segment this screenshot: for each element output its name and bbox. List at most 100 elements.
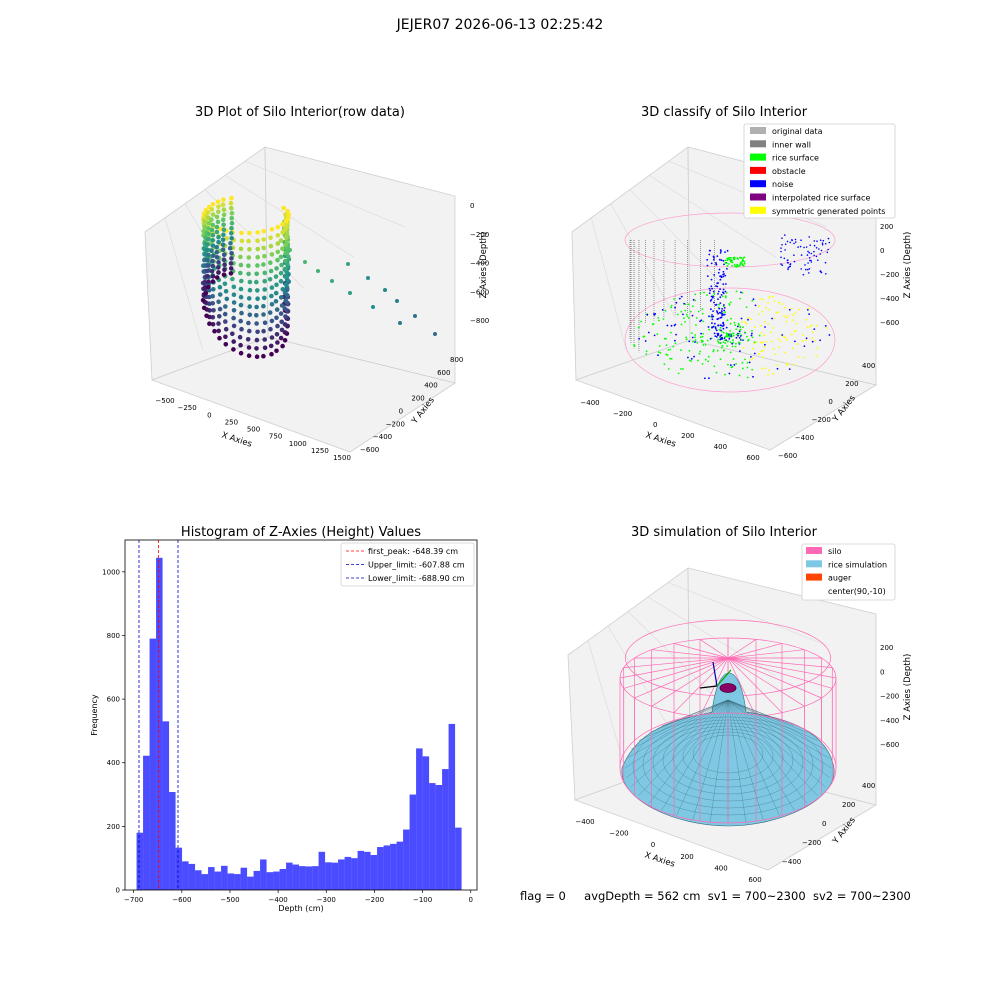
raw-data-point <box>255 254 260 260</box>
rice-surface-point <box>727 257 729 260</box>
classified-point <box>740 317 743 320</box>
noise-point <box>720 310 723 313</box>
noise-point <box>711 326 714 328</box>
raw-data-point <box>229 215 234 221</box>
raw-data-point <box>262 270 268 276</box>
classified-point <box>767 323 770 325</box>
classified-point <box>726 319 729 322</box>
classified-point <box>707 360 709 363</box>
raw-data-point <box>282 322 288 327</box>
classified-point <box>685 338 688 341</box>
raw-data-point <box>275 340 280 345</box>
rice-surface-point <box>741 263 744 266</box>
noise-point <box>722 322 725 325</box>
raw-data-point <box>268 235 273 240</box>
classified-point <box>786 362 789 365</box>
histogram-bar <box>442 769 449 890</box>
raw-data-point <box>239 230 244 236</box>
noise-point <box>724 251 726 254</box>
raw-data-point <box>209 207 215 212</box>
raw-data-point <box>275 233 281 238</box>
raw-data-point <box>283 258 288 264</box>
raw-data-point <box>255 296 260 302</box>
classified-point <box>811 337 814 340</box>
classified-point <box>760 324 762 327</box>
classified-point <box>783 315 786 318</box>
raw-data-point <box>247 312 253 318</box>
rice-surface-point <box>739 256 741 259</box>
raw-data-point <box>206 252 211 258</box>
rice-mesh-ring <box>662 725 794 795</box>
classified-point <box>725 339 727 342</box>
raw-z-tick: −800 <box>470 317 489 325</box>
raw-data-point <box>230 253 235 258</box>
classified-point <box>739 335 742 337</box>
classified-point <box>684 321 686 323</box>
classified-point <box>684 303 687 306</box>
raw-data-point <box>268 243 274 249</box>
classified-point <box>710 315 712 318</box>
noise-point <box>810 259 812 262</box>
classify-x-tick: 600 <box>746 454 759 462</box>
raw-data-point <box>230 268 236 274</box>
raw-data-point <box>228 200 234 206</box>
histogram-y-tick: 200 <box>107 823 120 831</box>
legend-swatch <box>750 166 766 174</box>
raw-data-point <box>221 272 227 278</box>
raw-data-point <box>282 330 288 335</box>
silo-roof-line <box>699 639 729 659</box>
classified-point <box>651 323 654 326</box>
silo-roof-line <box>727 657 837 679</box>
classified-point <box>638 337 640 340</box>
rice-surface-point <box>739 263 742 266</box>
raw-data-point <box>348 291 352 295</box>
simulation-x-axis-label: X Axies <box>643 850 676 869</box>
classified-point <box>759 298 762 300</box>
noise-point <box>710 262 713 265</box>
noise-point <box>826 251 829 254</box>
rice-surface-point <box>731 264 733 267</box>
classified-point <box>727 334 730 336</box>
noise-point <box>720 313 723 315</box>
simulation-x-tick: −200 <box>609 830 628 838</box>
classified-point <box>750 334 753 337</box>
raw-data-point <box>269 227 275 232</box>
classified-point <box>739 328 742 331</box>
raw-data-point <box>220 237 226 242</box>
classified-point <box>701 312 704 315</box>
legend-label: noise <box>772 180 793 189</box>
raw-data-point <box>216 270 221 275</box>
noise-point <box>716 285 719 288</box>
raw-data-point <box>202 240 207 245</box>
raw-data-point <box>282 246 287 252</box>
classified-point <box>690 360 693 362</box>
rice-surface-point <box>733 258 736 261</box>
raw-data-point <box>255 238 260 243</box>
classified-point <box>767 374 769 376</box>
classified-point <box>702 344 705 346</box>
classified-point <box>666 354 669 356</box>
classified-point <box>776 367 779 370</box>
rice-surface-point <box>736 265 739 268</box>
classified-point <box>719 326 722 329</box>
classified-point <box>806 326 809 329</box>
classified-point <box>737 341 740 344</box>
simulation-y-tick: −400 <box>782 858 801 866</box>
rice-mesh-line <box>638 699 729 796</box>
raw-y-tick: 600 <box>437 369 450 377</box>
raw-data-point <box>254 346 259 351</box>
histogram-bar <box>292 864 300 890</box>
rice-surface-point <box>727 257 729 260</box>
raw-data-point <box>216 263 222 268</box>
simulation-x-tick: 200 <box>680 853 693 861</box>
classified-point <box>685 313 688 316</box>
classified-point <box>785 320 788 323</box>
classify-y-tick: −400 <box>795 434 814 442</box>
raw-z-tick: −200 <box>470 231 489 239</box>
raw-data-point <box>201 246 207 251</box>
noise-point <box>813 244 816 247</box>
raw-data-point <box>239 326 244 332</box>
noise-point <box>820 249 823 252</box>
